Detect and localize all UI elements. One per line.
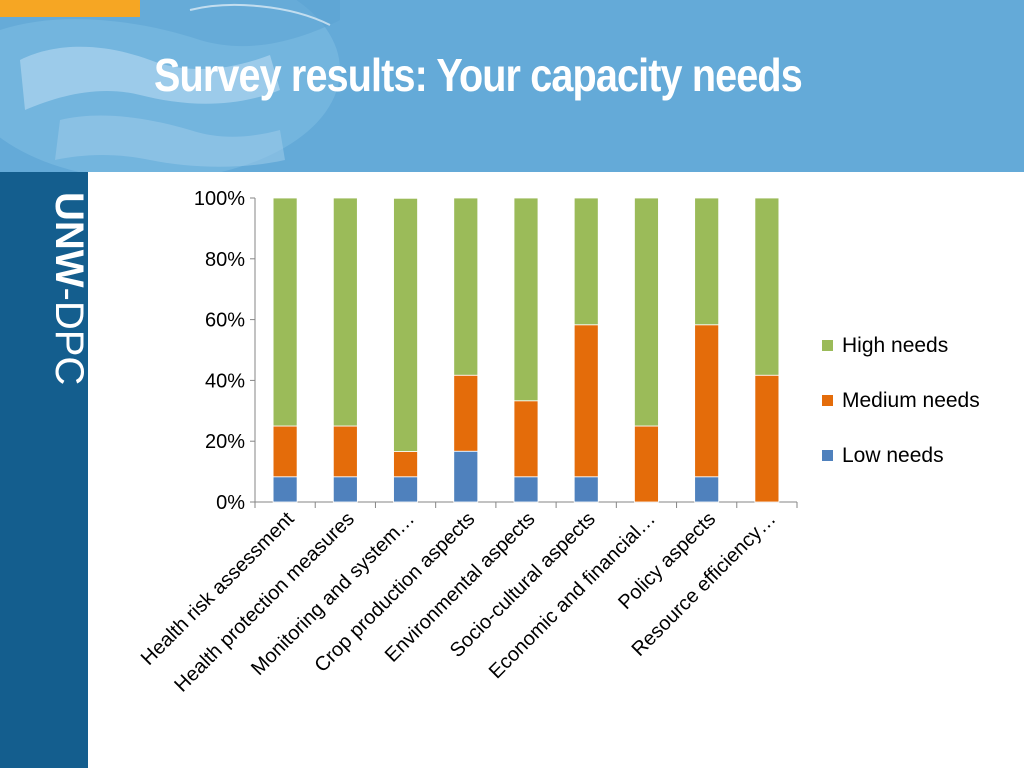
bar-low-needs: [453, 450, 479, 503]
slide-header: Survey results: Your capacity needs: [0, 0, 1024, 172]
capacity-needs-chart: 0%20%40%60%80%100% Health risk assessmen…: [137, 188, 980, 696]
bar-medium-needs: [573, 324, 599, 478]
bar-high-needs: [694, 197, 720, 326]
bar-low-needs: [272, 476, 298, 503]
bar-medium-needs: [634, 425, 659, 503]
legend-label-low-needs: Low needs: [842, 444, 944, 467]
bar-low-needs: [332, 476, 358, 503]
bar-high-needs: [573, 197, 599, 326]
bar-high-needs: [634, 197, 659, 427]
slide-title: Survey results: Your capacity needs: [154, 49, 803, 101]
bar-high-needs: [513, 197, 539, 402]
legend-swatch-low-needs: [822, 450, 833, 461]
y-tick-label: 40%: [205, 370, 245, 392]
unw-dpc-logo: UNW-DPC: [47, 192, 88, 385]
y-tick-label: 0%: [216, 492, 245, 514]
header-accent-bar: [0, 0, 140, 17]
bar-high-needs: [453, 197, 479, 376]
bar-low-needs: [393, 476, 418, 503]
sidebar-band: [0, 172, 88, 768]
legend-swatch-medium-needs: [822, 395, 833, 406]
bar-medium-needs: [453, 374, 479, 452]
legend-label-high-needs: High needs: [842, 334, 948, 357]
bar-low-needs: [573, 476, 599, 503]
svg-text:UNW-DPC: UNW-DPC: [47, 192, 88, 385]
bar-high-needs: [393, 197, 418, 452]
y-tick-label: 60%: [205, 310, 245, 332]
bar-medium-needs: [393, 451, 418, 478]
bar-high-needs: [332, 197, 358, 427]
y-tick-label: 100%: [194, 188, 245, 210]
legend-label-medium-needs: Medium needs: [842, 389, 980, 412]
legend-swatch-high-needs: [822, 340, 833, 351]
bar-low-needs: [513, 476, 539, 503]
bar-medium-needs: [332, 425, 358, 478]
y-tick-label: 80%: [205, 249, 245, 271]
bar-medium-needs: [513, 400, 539, 478]
bar-low-needs: [694, 476, 720, 503]
bar-medium-needs: [272, 425, 298, 478]
bar-high-needs: [754, 197, 780, 376]
bar-medium-needs: [694, 324, 720, 478]
bar-high-needs: [272, 197, 298, 427]
y-tick-label: 20%: [205, 431, 245, 453]
bar-medium-needs: [754, 374, 780, 503]
